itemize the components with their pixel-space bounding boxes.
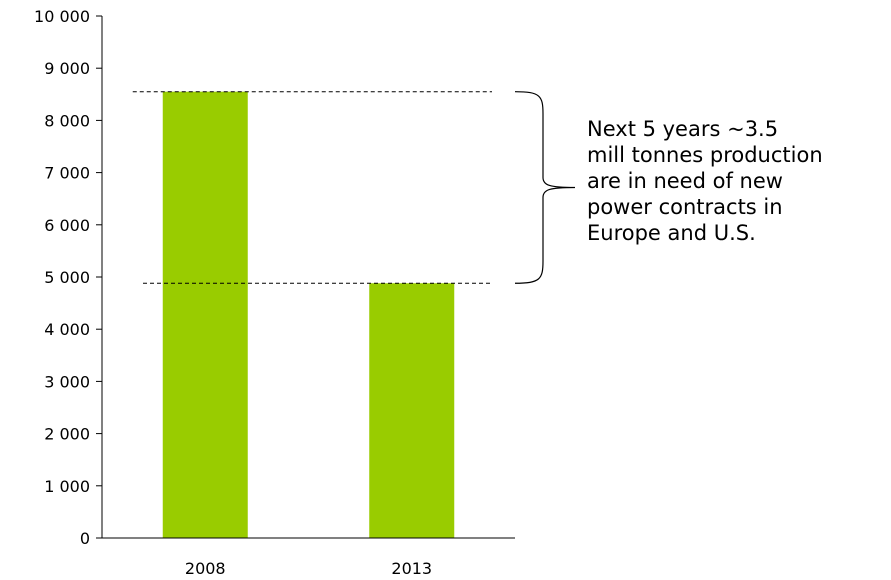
y-tick-label: 5 000: [44, 268, 90, 287]
curly-brace-icon: [514, 91, 576, 284]
annotation-line-2: mill tonnes production: [587, 143, 823, 167]
y-tick-label: 3 000: [44, 372, 90, 391]
y-tick-label: 2 000: [44, 425, 90, 444]
annotation-line-3: are in need of new: [587, 169, 783, 193]
bars: [162, 91, 455, 538]
reference-lines: [132, 91, 492, 284]
annotation-line-1: Next 5 years ~3.5: [587, 117, 779, 141]
bar-2008: [162, 91, 248, 538]
x-axis: 2008 2013: [102, 537, 515, 578]
y-tick-label: 10 000: [34, 7, 90, 26]
annotation-line-5: Europe and U.S.: [587, 221, 756, 245]
annotation-line-4: power contracts in: [587, 195, 783, 219]
y-tick-label: 4 000: [44, 320, 90, 339]
y-tick-label: 1 000: [44, 477, 90, 496]
y-tick-label: 8 000: [44, 111, 90, 130]
y-tick-label: 7 000: [44, 164, 90, 183]
x-tick-label: 2013: [391, 559, 432, 578]
x-tick-label: 2008: [185, 559, 226, 578]
y-tick-label: 0: [80, 529, 90, 548]
annotation-text: Next 5 years ~3.5 mill tonnes production…: [587, 116, 887, 246]
bar-2013: [369, 283, 455, 538]
y-tick-label: 9 000: [44, 59, 90, 78]
y-tick-label: 6 000: [44, 216, 90, 235]
y-axis: 0 1 000 2 000 3 000 4 000 5 000 6 000 7 000 8 00…: [34, 7, 103, 548]
